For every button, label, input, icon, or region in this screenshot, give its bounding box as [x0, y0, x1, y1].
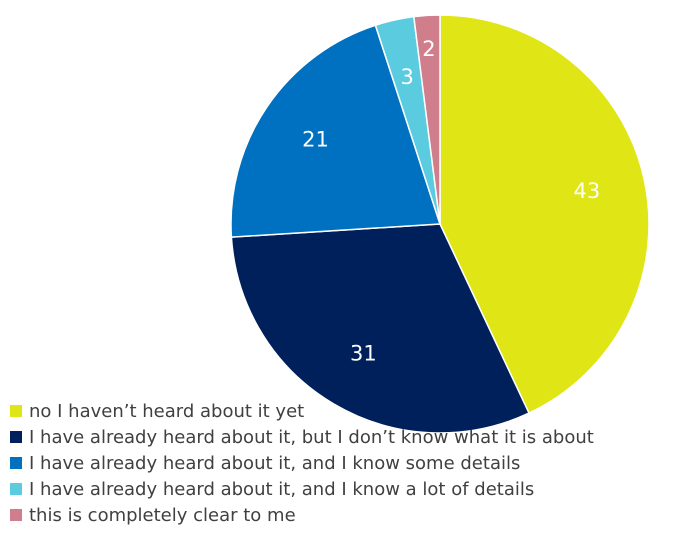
legend-swatch — [10, 405, 22, 417]
legend-label: I have already heard about it, and I kno… — [29, 478, 535, 500]
legend-swatch — [10, 509, 22, 521]
legend-item: this is completely clear to me — [10, 502, 670, 528]
legend-swatch — [10, 457, 22, 469]
pie-data-label: 21 — [302, 127, 329, 151]
legend: no I haven’t heard about it yet I have al… — [10, 398, 670, 528]
pie-data-label: 3 — [400, 65, 413, 89]
pie-data-label: 31 — [350, 342, 377, 366]
legend-label: I have already heard about it, and I kno… — [29, 452, 521, 474]
pie-data-label: 43 — [573, 179, 600, 203]
legend-item: I have already heard about it, and I kno… — [10, 450, 670, 476]
legend-item: I have already heard about it, and I kno… — [10, 476, 670, 502]
legend-item: no I haven’t heard about it yet — [10, 398, 670, 424]
pie-data-label: 2 — [422, 37, 435, 61]
legend-swatch — [10, 483, 22, 495]
legend-swatch — [10, 431, 22, 443]
pie-slice — [412, 14, 441, 225]
legend-label: no I haven’t heard about it yet — [29, 400, 305, 422]
legend-label: this is completely clear to me — [29, 504, 296, 526]
pie-slice — [439, 14, 650, 415]
pie-slice — [230, 223, 530, 434]
legend-item: I have already heard about it, but I don… — [10, 424, 670, 450]
legend-label: I have already heard about it, but I don… — [29, 426, 594, 448]
pie-data-labels: 43 31 21 32 — [302, 37, 600, 366]
pie-slices — [230, 14, 650, 434]
pie-slice — [230, 24, 442, 238]
